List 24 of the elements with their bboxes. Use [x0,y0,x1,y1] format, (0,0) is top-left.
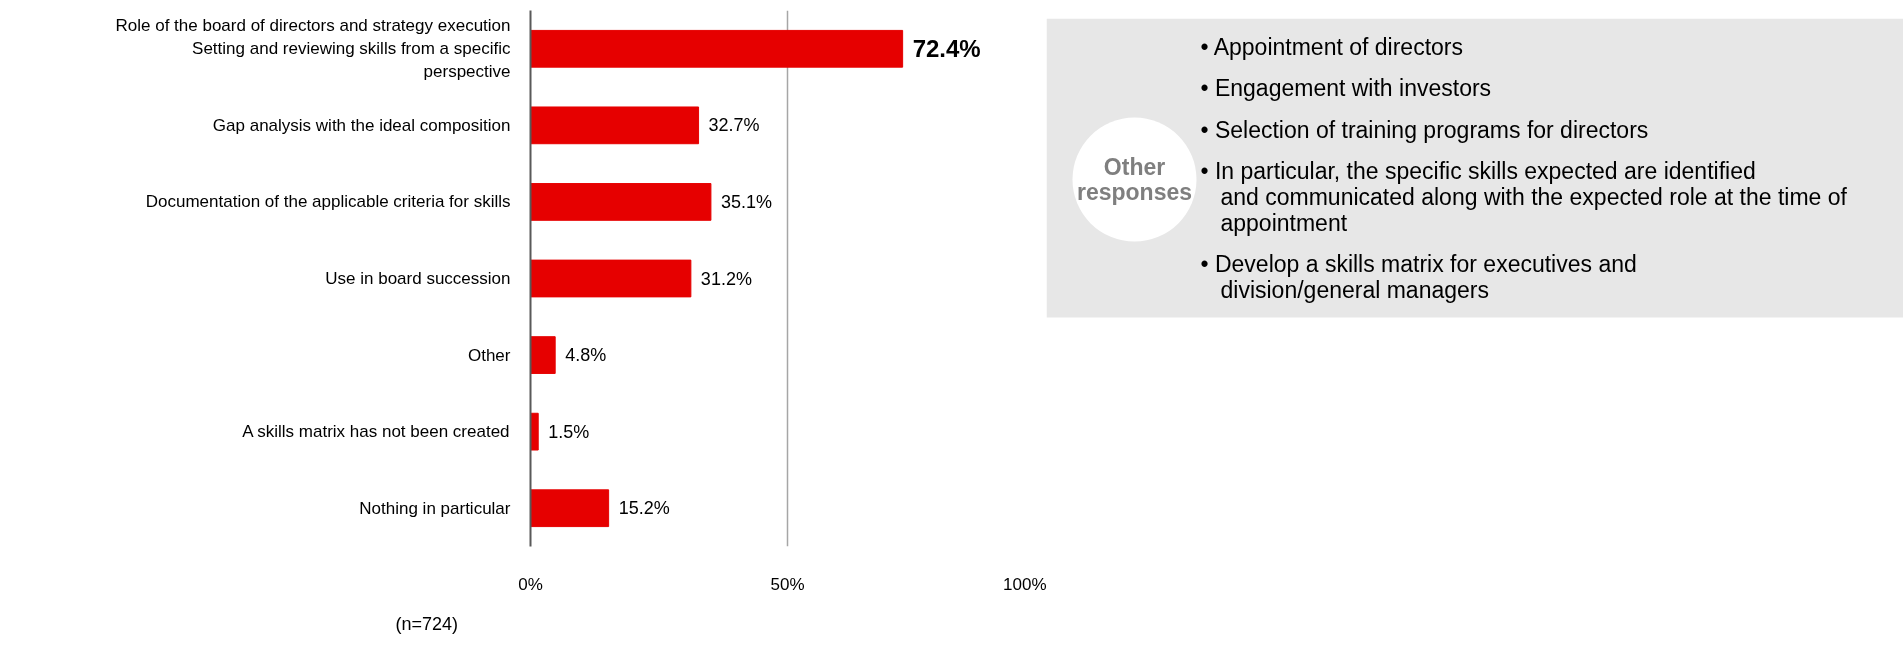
data-label: 15.2% [618,498,670,519]
y-tick-label: Gap analysis with the ideal composition [212,115,511,135]
data-label: 1.5% [548,421,590,442]
y-tick-label: Documentation of the applicable criteria for skills [145,192,511,212]
data-label: 72.4% [912,35,981,63]
y-tick-label: Role of the board of directors and strategy execution Setting and reviewing skills from a specific perspective [115,16,511,82]
text: • Selection of training programs for directors [1200,116,1649,143]
data-label: 35.1% [720,191,772,212]
y-tick-label: Use in board succession [325,269,511,288]
data-label: 31.2% [700,268,752,289]
x-tick-label: 100% [1003,574,1047,594]
y-tick-label: A skills matrix has not been created [242,422,510,442]
data-label: 4.8% [565,345,607,366]
text: • Engagement with investors [1200,75,1492,102]
text: • Develop a skills matrix for executives and division/general managers [1200,251,1637,304]
text: • In particular, the specific skills expected are identified and communicated along with the expected role at the time of appointment [1200,157,1848,237]
text: Other responses [1076,154,1193,205]
text: (n=724) [395,613,459,634]
x-tick-label: 50% [770,574,805,594]
y-tick-label: Nothing in particular [359,498,511,518]
text: • Appointment of directors [1200,34,1463,61]
data-label: 32.7% [708,115,760,136]
y-tick-label: Other [467,345,511,365]
x-tick-label: 0% [518,574,543,594]
